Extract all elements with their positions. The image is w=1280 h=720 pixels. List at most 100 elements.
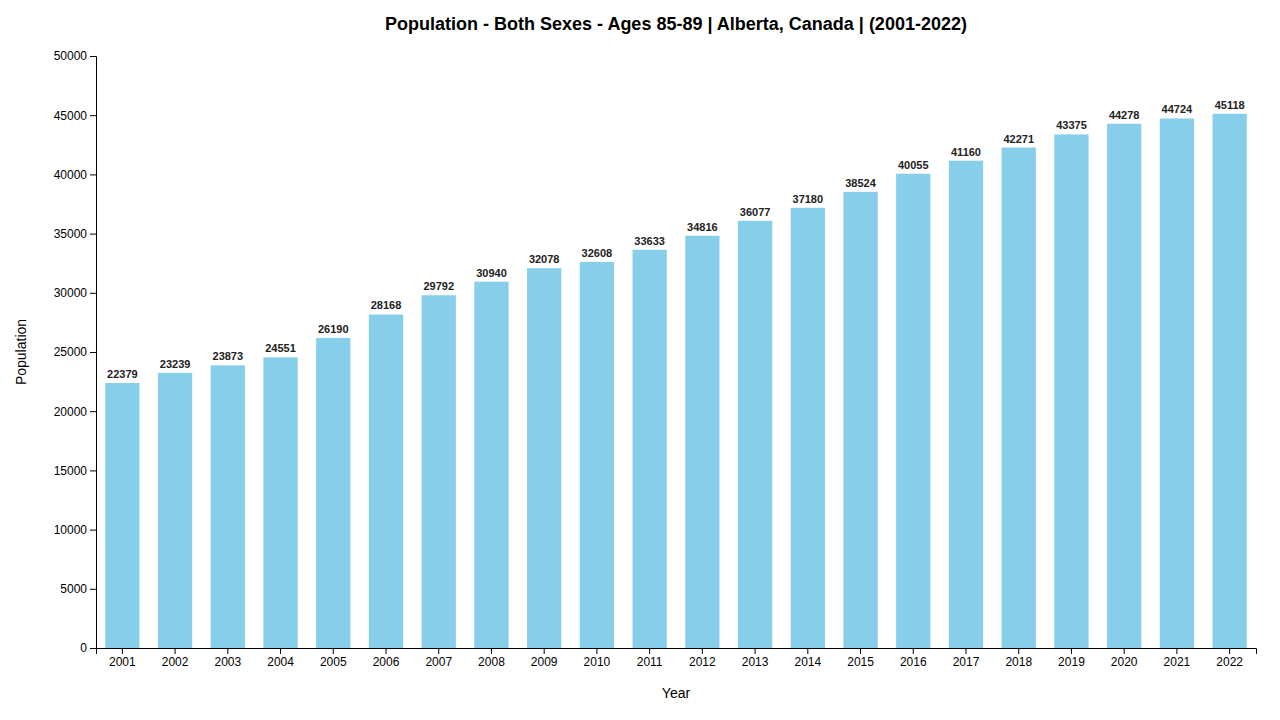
tick-label: 20000 [54, 405, 88, 419]
tick-label: 45000 [54, 109, 88, 123]
tick-mark [386, 648, 387, 654]
x-tick: 2021 [1164, 648, 1191, 669]
x-tick: 2020 [1111, 648, 1138, 669]
tick-label: 2002 [162, 655, 189, 669]
tick-mark [860, 648, 861, 654]
tick-mark [333, 648, 334, 654]
bar [422, 295, 456, 648]
bars [105, 114, 1247, 648]
y-tick: 50000 [54, 49, 96, 63]
tick-mark [90, 470, 96, 471]
y-tick: 40000 [54, 168, 96, 182]
tick-label: 35000 [54, 227, 88, 241]
tick-mark [1071, 648, 1072, 654]
tick-mark [175, 648, 176, 654]
tick-label: 10000 [54, 523, 88, 537]
tick-label: 2001 [109, 655, 136, 669]
y-axis-title: Population [13, 319, 29, 385]
bar [1213, 114, 1247, 648]
tick-mark [1229, 648, 1230, 654]
tick-label: 2009 [531, 655, 558, 669]
tick-label: 2017 [953, 655, 980, 669]
data-label: 26190 [318, 323, 349, 335]
tick-mark [649, 648, 650, 654]
bar [843, 192, 877, 648]
bar [211, 365, 245, 648]
data-label: 44724 [1162, 103, 1193, 115]
tick-mark [913, 648, 914, 654]
tick-label: 50000 [54, 49, 88, 63]
tick-label: 2022 [1216, 655, 1243, 669]
tick-mark [90, 648, 96, 649]
x-tick: 2005 [320, 648, 347, 669]
x-tick: 2019 [1058, 648, 1085, 669]
tick-mark [90, 352, 96, 353]
bar [158, 373, 192, 648]
bar [896, 174, 930, 648]
bar [1107, 124, 1141, 648]
x-tick: 2017 [953, 648, 980, 669]
data-label: 22379 [107, 368, 138, 380]
x-tick: 2006 [373, 648, 400, 669]
data-label: 30940 [476, 267, 507, 279]
tick-mark [807, 648, 808, 654]
tick-label: 2021 [1164, 655, 1191, 669]
data-label: 33633 [634, 235, 665, 247]
tick-label: 2003 [214, 655, 241, 669]
x-tick: 2016 [900, 648, 927, 669]
y-tick: 10000 [54, 523, 96, 537]
tick-label: 2007 [425, 655, 452, 669]
tick-mark [596, 648, 597, 654]
data-label: 40055 [898, 159, 929, 171]
tick-mark [90, 234, 96, 235]
x-tick: 2009 [531, 648, 558, 669]
plot: 2001 2002 2003 2004 2005 2006 2007 2008 2009 2010… [54, 49, 1257, 668]
chart: 2001 2002 2003 2004 2005 2006 2007 2008 2009 2010… [0, 0, 1280, 720]
x-tick: 2008 [478, 648, 505, 669]
x-tick: 2004 [267, 648, 294, 669]
x-tick: 2014 [794, 648, 821, 669]
tick-label: 2005 [320, 655, 347, 669]
bar [105, 383, 139, 648]
x-tick: 2007 [425, 648, 452, 669]
tick-label: 25000 [54, 345, 88, 359]
tick-label: 2018 [1005, 655, 1032, 669]
y-tick: 35000 [54, 227, 96, 241]
tick-mark [966, 648, 967, 654]
tick-mark [90, 115, 96, 116]
tick-mark [1176, 648, 1177, 654]
x-axis-title: Year [662, 685, 691, 701]
x-tick: 2015 [847, 648, 874, 669]
data-label: 36077 [740, 206, 771, 218]
tick-mark [90, 589, 96, 590]
tick-mark [491, 648, 492, 654]
y-tick: 5000 [60, 582, 96, 596]
bar [474, 282, 508, 648]
data-label: 34816 [687, 221, 718, 233]
tick-mark [1018, 648, 1019, 654]
bar [633, 250, 667, 648]
tick-label: 2019 [1058, 655, 1085, 669]
tick-label: 2013 [742, 655, 769, 669]
y-tick: 15000 [54, 464, 96, 478]
bar [316, 338, 350, 648]
x-axis: 2001 2002 2003 2004 2005 2006 2007 2008 2009 2010… [97, 648, 1257, 669]
tick-mark [702, 648, 703, 654]
y-tick: 45000 [54, 109, 96, 123]
tick-label: 2014 [794, 655, 821, 669]
x-tick: 2002 [162, 648, 189, 669]
bar [527, 268, 561, 648]
tick-label: 2020 [1111, 655, 1138, 669]
bar [580, 262, 614, 648]
bar [738, 221, 772, 648]
data-label: 43375 [1056, 119, 1087, 131]
tick-mark [122, 648, 123, 654]
tick-mark [544, 648, 545, 654]
x-tick: 2022 [1216, 648, 1243, 669]
x-tick: 2010 [584, 648, 611, 669]
data-labels: 2237923239238732455126190281682979230940… [107, 99, 1245, 380]
data-label: 23239 [160, 358, 191, 370]
tick-label: 5000 [60, 582, 87, 596]
tick-mark [280, 648, 281, 654]
bar [685, 236, 719, 648]
